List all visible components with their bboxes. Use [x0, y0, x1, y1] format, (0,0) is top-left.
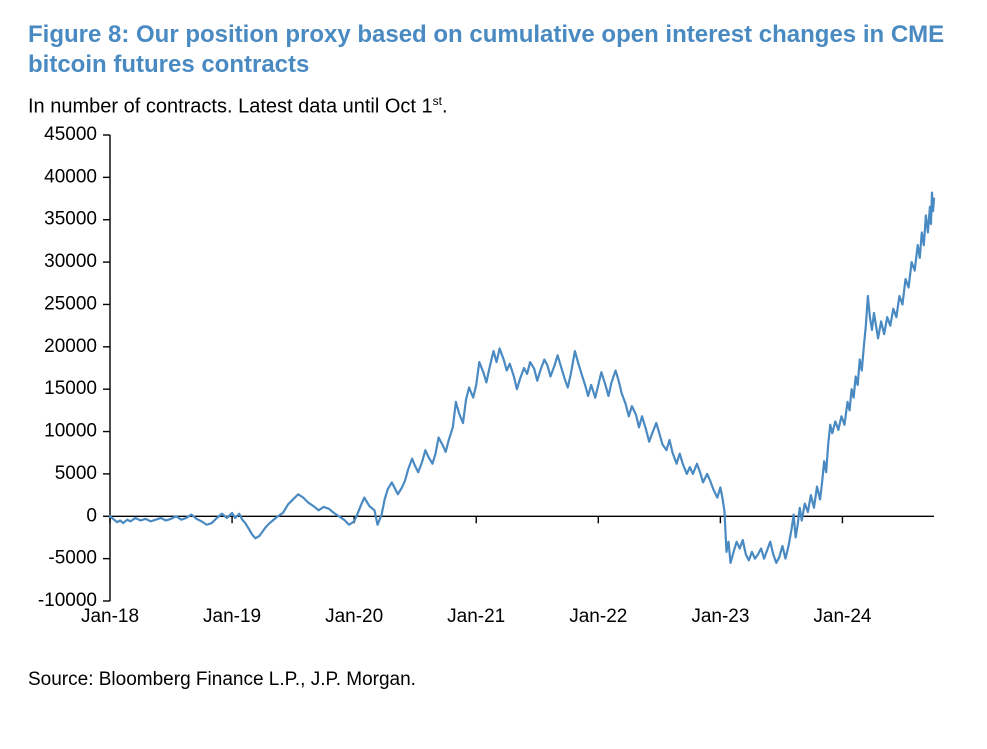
chart-container: -10000-500005000100001500020000250003000…	[28, 123, 948, 643]
line-chart: -10000-500005000100001500020000250003000…	[28, 123, 948, 643]
x-tick-label: Jan-24	[813, 605, 872, 626]
x-tick-label: Jan-21	[447, 605, 505, 626]
x-tick-label: Jan-20	[325, 605, 383, 626]
y-tick-label: -5000	[48, 547, 97, 568]
x-tick-label: Jan-18	[81, 605, 139, 626]
y-tick-label: 40000	[44, 166, 97, 187]
y-tick-label: 30000	[44, 251, 97, 272]
figure-source: Source: Bloomberg Finance L.P., J.P. Mor…	[28, 669, 959, 691]
figure-subtitle: In number of contracts. Latest data unti…	[28, 94, 959, 119]
x-tick-label: Jan-22	[569, 605, 627, 626]
y-tick-label: 10000	[44, 420, 97, 441]
y-tick-label: 35000	[44, 208, 97, 229]
x-tick-label: Jan-19	[203, 605, 261, 626]
y-tick-label: 15000	[44, 378, 97, 399]
x-tick-label: Jan-23	[691, 605, 749, 626]
figure-title: Figure 8: Our position proxy based on cu…	[28, 20, 959, 80]
y-tick-label: 20000	[44, 335, 97, 356]
y-tick-label: 5000	[55, 463, 97, 484]
y-tick-label: 25000	[44, 293, 97, 314]
y-tick-label: 0	[86, 505, 97, 526]
series-position-proxy	[110, 192, 934, 562]
y-tick-label: 45000	[44, 124, 97, 145]
